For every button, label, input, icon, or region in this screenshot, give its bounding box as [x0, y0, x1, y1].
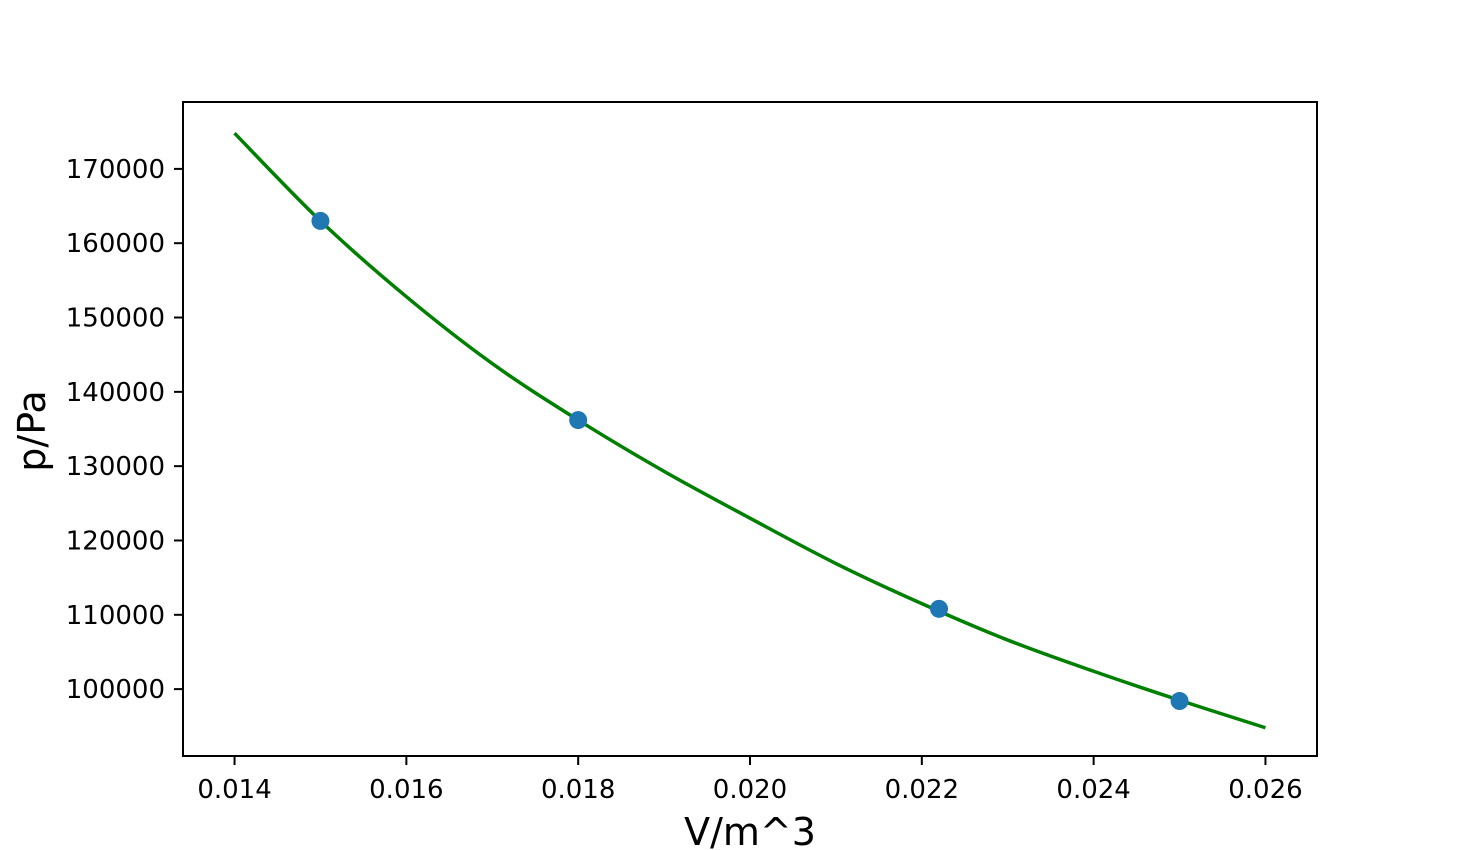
y-tick-label: 170000 [66, 155, 165, 185]
y-axis-label: p/Pa [10, 390, 54, 471]
plot-area [182, 101, 1318, 757]
x-tick-label: 0.026 [1228, 775, 1302, 805]
x-tick-label: 0.014 [197, 775, 271, 805]
fit-curve-line [233, 131, 1266, 730]
x-tick-label: 0.018 [541, 775, 615, 805]
x-tick-label: 0.020 [713, 775, 787, 805]
y-tick-label: 140000 [66, 378, 165, 408]
data-point [930, 599, 948, 618]
y-tick-label: 150000 [66, 304, 165, 334]
data-point [1170, 692, 1189, 711]
y-tick-label: 100000 [66, 675, 165, 705]
x-axis-label: V/m^3 [684, 810, 816, 850]
y-tick-label: 110000 [66, 601, 165, 631]
data-point [569, 411, 588, 430]
x-tick-label: 0.022 [885, 775, 959, 805]
x-tick-label: 0.024 [1056, 775, 1130, 805]
x-tick-label: 0.016 [369, 775, 443, 805]
y-axis-ticks: 100000 110000 120000 130000 140000 150000 1600… [66, 155, 183, 705]
data-point [311, 211, 330, 230]
series-layer [233, 131, 1266, 730]
y-tick-label: 130000 [66, 452, 165, 482]
x-axis-ticks: 0.014 0.016 0.018 0.020 0.022 0.024 0.026 [197, 756, 1303, 805]
y-tick-label: 120000 [66, 526, 165, 556]
y-tick-label: 160000 [66, 229, 165, 259]
